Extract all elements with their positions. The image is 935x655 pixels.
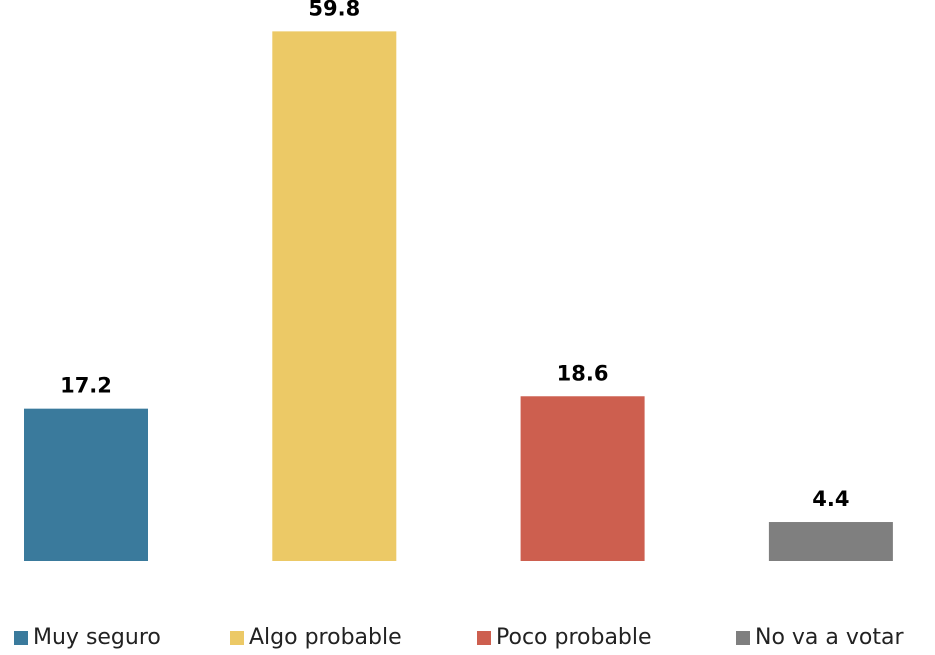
bar <box>520 396 645 561</box>
data-label: 17.2 <box>60 374 112 398</box>
legend-label: Poco probable <box>496 625 652 650</box>
data-label: 18.6 <box>557 361 609 385</box>
legend-swatch <box>14 631 28 645</box>
bar <box>768 522 893 561</box>
data-label: 59.8 <box>308 0 360 20</box>
legend-swatch <box>230 631 244 645</box>
bar <box>24 408 148 561</box>
legend-swatch <box>736 631 750 645</box>
legend-swatch <box>477 631 491 645</box>
bar <box>272 31 397 561</box>
legend-label: Muy seguro <box>33 625 161 650</box>
legend-label: Algo probable <box>249 625 402 650</box>
legend-label: No va a votar <box>755 625 904 650</box>
data-label: 4.4 <box>812 487 849 511</box>
